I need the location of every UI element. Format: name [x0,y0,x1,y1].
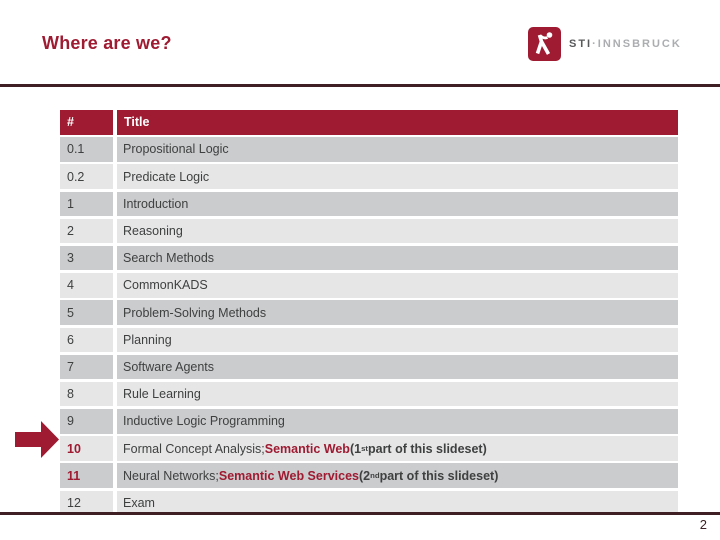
row-title-cell: Formal Concept Analysis; Semantic Web (1… [117,436,678,461]
page-title: Where are we? [42,33,172,53]
row-number-cell: 2 [60,218,113,244]
row-number-cell: 7 [60,354,113,380]
sti-innsbruck-logo: STI·INNSBRUCK [528,27,682,61]
logo-location: INNSBRUCK [597,38,682,50]
row-title-cell: Inductive Logic Programming [117,409,678,434]
row-title-cell: Problem-Solving Methods [117,300,678,325]
row-title-cell: Software Agents [117,354,678,380]
sti-person-figure-icon [528,27,561,61]
logo-separator: · [592,38,598,50]
row-title-cell: Propositional Logic [117,137,678,162]
row-title-cell: Reasoning [117,218,678,244]
contents-table: # Title 0.1 Propositional Logic 0.2 Predicate… [60,110,678,516]
row-number-cell: 11 [60,463,113,488]
row-number-cell: 12 [60,490,113,516]
row-number-cell: 0.1 [60,137,113,162]
row-title-cell: Exam [117,490,678,516]
row-number-cell: 9 [60,409,113,434]
row-number-cell: 10 [60,436,113,461]
footer-divider-line [0,512,720,515]
row-number-cell: 4 [60,273,113,298]
row-title-cell: Search Methods [117,245,678,271]
row-number-cell: 8 [60,381,113,407]
logo-brand: STI [569,38,593,50]
column-header-title: Title [117,110,678,135]
row-title-cell: Introduction [117,191,678,217]
row-number-cell: 0.2 [60,164,113,189]
page-number: 2 [699,517,707,532]
row-title-cell: Rule Learning [117,381,678,407]
row-number-cell: 1 [60,191,113,217]
logo-wordmark: STI·INNSBRUCK [569,38,682,50]
row-title-cell: Predicate Logic [117,164,678,189]
row-title-cell: CommonKADS [117,273,678,298]
row-number-cell: 3 [60,245,113,271]
row-number-cell: 6 [60,327,113,352]
row-title-cell: Planning [117,327,678,352]
row-number-cell: 5 [60,300,113,325]
column-header-num: # [60,110,113,135]
header-divider-line [0,84,720,87]
row-title-cell: Neural Networks; Semantic Web Services (… [117,463,678,488]
current-topic-arrow-icon [15,421,59,458]
